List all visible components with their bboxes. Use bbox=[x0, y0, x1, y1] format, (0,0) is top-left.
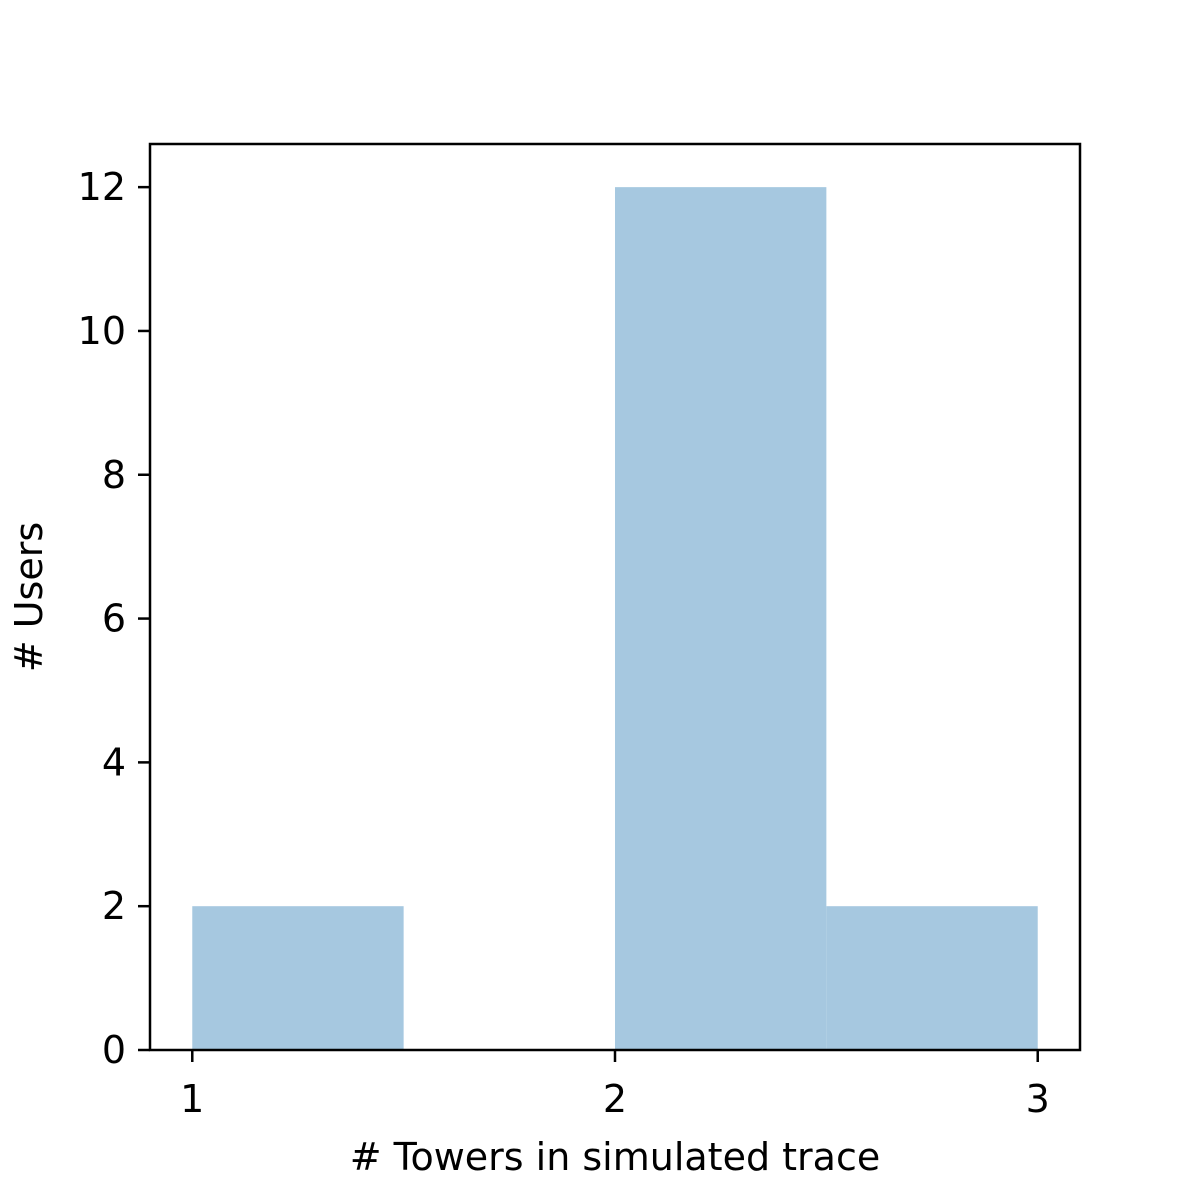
y-tick-label-0: 0 bbox=[102, 1028, 126, 1072]
y-tick-label-1: 2 bbox=[102, 884, 126, 928]
histogram-bar-2 bbox=[615, 187, 827, 1051]
x-axis-label: # Towers in simulated trace bbox=[350, 1135, 880, 1179]
y-tick-label-5: 10 bbox=[78, 309, 126, 353]
y-tick-label-2: 4 bbox=[102, 740, 126, 784]
bars-layer bbox=[192, 187, 1038, 1051]
x-tick-label-2: 3 bbox=[1026, 1077, 1050, 1121]
plot-frame bbox=[148, 142, 1082, 1052]
y-tick-label-3: 6 bbox=[102, 597, 126, 641]
histogram-bar-0 bbox=[192, 906, 404, 1050]
histogram-bar-3 bbox=[826, 906, 1038, 1050]
y-tick-label-6: 12 bbox=[78, 165, 126, 209]
x-tick-label-1: 2 bbox=[603, 1077, 627, 1121]
y-tick-label-4: 8 bbox=[102, 453, 126, 497]
y-axis-label: # Users bbox=[7, 522, 51, 672]
x-tick-label-0: 1 bbox=[180, 1077, 204, 1121]
